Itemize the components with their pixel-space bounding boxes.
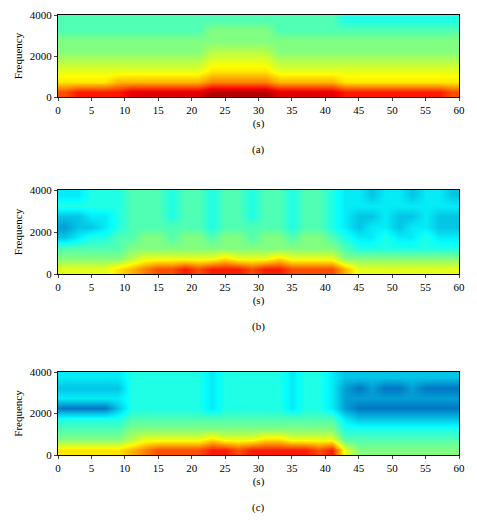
svg-text:Frequency: Frequency: [12, 208, 24, 255]
svg-text:35: 35: [286, 281, 298, 293]
svg-text:0: 0: [55, 281, 61, 293]
svg-text:5: 5: [89, 462, 95, 474]
svg-text:0: 0: [46, 449, 52, 461]
svg-text:0: 0: [55, 104, 61, 116]
svg-text:60: 60: [454, 281, 466, 293]
svg-text:30: 30: [253, 462, 265, 474]
svg-text:25: 25: [220, 462, 232, 474]
svg-text:30: 30: [253, 104, 265, 116]
svg-text:50: 50: [387, 104, 399, 116]
svg-text:60: 60: [454, 462, 466, 474]
svg-text:10: 10: [119, 104, 131, 116]
svg-text:2000: 2000: [30, 407, 53, 419]
svg-text:20: 20: [186, 281, 198, 293]
svg-text:0: 0: [46, 268, 52, 280]
svg-text:35: 35: [286, 104, 298, 116]
svg-text:50: 50: [387, 281, 399, 293]
svg-text:10: 10: [119, 281, 131, 293]
svg-text:4000: 4000: [30, 366, 53, 378]
svg-text:0: 0: [55, 462, 61, 474]
svg-text:40: 40: [320, 462, 332, 474]
svg-text:60: 60: [454, 104, 466, 116]
svg-text:10: 10: [119, 462, 131, 474]
svg-text:4000: 4000: [30, 9, 53, 21]
svg-text:40: 40: [320, 104, 332, 116]
svg-text:4000: 4000: [30, 184, 53, 196]
svg-text:(s): (s): [253, 294, 265, 307]
svg-text:(s): (s): [253, 475, 265, 488]
svg-text:15: 15: [153, 281, 165, 293]
svg-text:0: 0: [46, 91, 52, 103]
svg-text:25: 25: [220, 281, 232, 293]
svg-text:5: 5: [89, 281, 95, 293]
svg-text:55: 55: [420, 281, 432, 293]
svg-text:50: 50: [387, 462, 399, 474]
svg-text:Frequency: Frequency: [12, 390, 24, 437]
svg-text:15: 15: [153, 462, 165, 474]
svg-text:(c): (c): [252, 501, 265, 514]
svg-text:55: 55: [420, 104, 432, 116]
svg-text:2000: 2000: [30, 50, 53, 62]
svg-text:40: 40: [320, 281, 332, 293]
svg-text:20: 20: [186, 462, 198, 474]
svg-text:5: 5: [89, 104, 95, 116]
svg-text:Frequency: Frequency: [12, 32, 24, 79]
svg-text:(a): (a): [252, 143, 265, 156]
svg-text:35: 35: [286, 462, 298, 474]
svg-text:45: 45: [353, 281, 365, 293]
svg-text:45: 45: [353, 104, 365, 116]
svg-text:2000: 2000: [30, 226, 53, 238]
svg-text:20: 20: [186, 104, 198, 116]
svg-text:45: 45: [353, 462, 365, 474]
svg-text:15: 15: [153, 104, 165, 116]
svg-text:(s): (s): [253, 117, 265, 130]
svg-text:25: 25: [220, 104, 232, 116]
svg-text:55: 55: [420, 462, 432, 474]
svg-text:(b): (b): [252, 320, 265, 333]
svg-text:30: 30: [253, 281, 265, 293]
